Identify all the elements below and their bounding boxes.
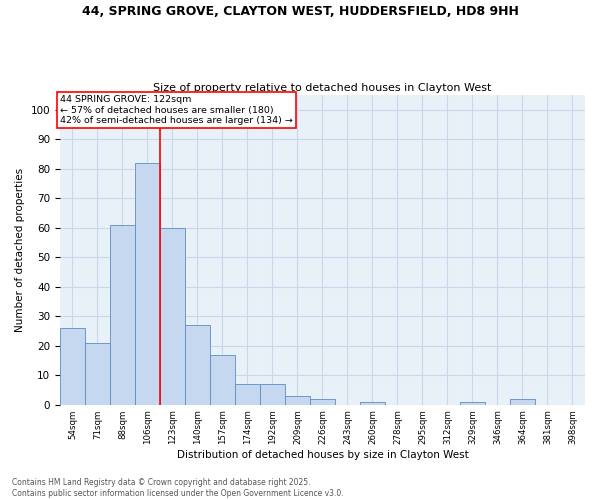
Bar bbox=[110, 225, 135, 404]
Bar bbox=[285, 396, 310, 404]
Bar bbox=[135, 163, 160, 404]
Bar bbox=[210, 354, 235, 405]
Bar bbox=[85, 343, 110, 404]
Y-axis label: Number of detached properties: Number of detached properties bbox=[15, 168, 25, 332]
Bar bbox=[460, 402, 485, 404]
Bar bbox=[235, 384, 260, 404]
Title: Size of property relative to detached houses in Clayton West: Size of property relative to detached ho… bbox=[153, 83, 491, 93]
Text: Contains HM Land Registry data © Crown copyright and database right 2025.
Contai: Contains HM Land Registry data © Crown c… bbox=[12, 478, 344, 498]
Bar bbox=[60, 328, 85, 404]
Text: 44 SPRING GROVE: 122sqm
← 57% of detached houses are smaller (180)
42% of semi-d: 44 SPRING GROVE: 122sqm ← 57% of detache… bbox=[60, 95, 293, 125]
Text: 44, SPRING GROVE, CLAYTON WEST, HUDDERSFIELD, HD8 9HH: 44, SPRING GROVE, CLAYTON WEST, HUDDERSF… bbox=[82, 5, 518, 18]
X-axis label: Distribution of detached houses by size in Clayton West: Distribution of detached houses by size … bbox=[176, 450, 469, 460]
Bar bbox=[160, 228, 185, 404]
Bar bbox=[310, 399, 335, 404]
Bar bbox=[260, 384, 285, 404]
Bar bbox=[510, 399, 535, 404]
Bar bbox=[185, 325, 210, 404]
Bar bbox=[360, 402, 385, 404]
